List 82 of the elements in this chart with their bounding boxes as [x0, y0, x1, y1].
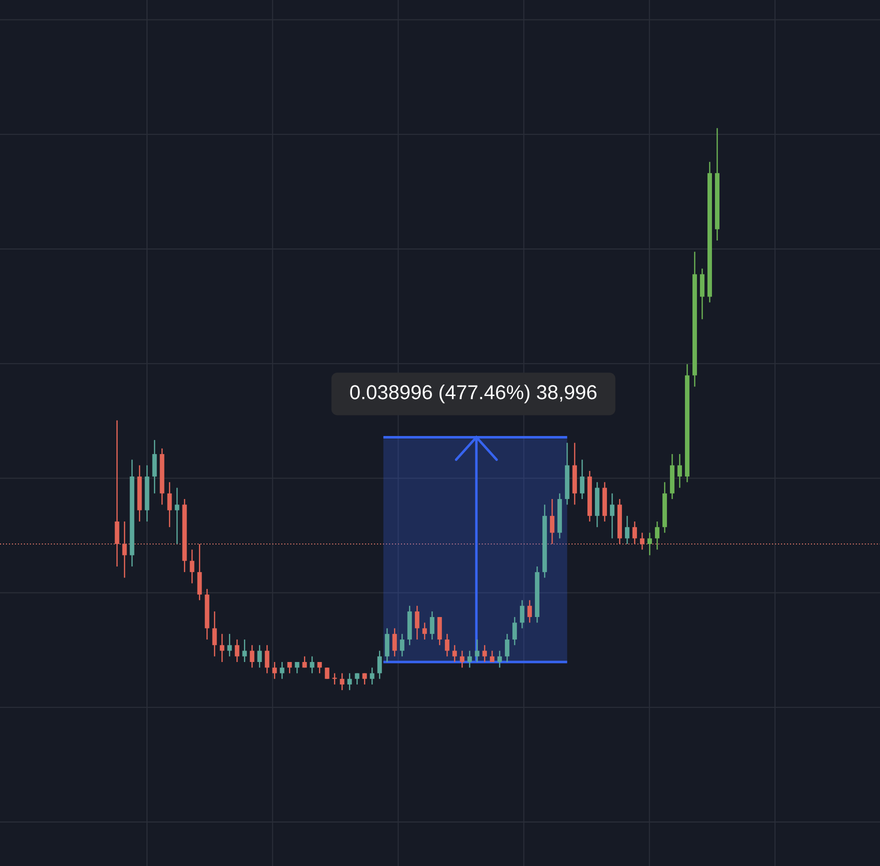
candlestick: [407, 605, 412, 646]
candlestick: [152, 439, 157, 494]
candlestick: [370, 667, 374, 686]
candlestick: [384, 628, 390, 663]
candlestick: [572, 442, 577, 506]
candlestick: [422, 622, 427, 640]
candlestick: [610, 492, 614, 539]
candlestick: [542, 504, 547, 578]
candlestick: [362, 672, 367, 686]
candlestick: [647, 532, 652, 556]
candlestick: [444, 633, 450, 657]
candlestick: [347, 672, 352, 691]
candlestick: [137, 464, 142, 522]
candlestick: [557, 492, 562, 539]
annotation: 0.038996 (477.46%) 38,996: [350, 384, 596, 404]
candlestick: [662, 482, 667, 534]
candlestick: [227, 633, 232, 657]
candlestick: [280, 661, 284, 680]
candlestick: [377, 650, 382, 680]
candlestick: [317, 661, 322, 674]
candlestick: [302, 656, 307, 668]
candlestick: [474, 638, 480, 663]
candlestick: [272, 661, 277, 680]
candlestick: [490, 650, 494, 663]
candlestick: [520, 600, 524, 629]
candlestick: [234, 638, 240, 663]
candlestick: [437, 616, 442, 646]
candlestick: [204, 588, 210, 640]
candlestick: [602, 482, 607, 522]
candlestick: [692, 251, 697, 388]
candlestick: [392, 628, 397, 657]
candlestick: [714, 128, 720, 242]
candlestick: [624, 515, 630, 545]
candlestick: [684, 364, 690, 483]
candlestick: [264, 644, 270, 674]
candlestick: [700, 268, 704, 320]
candlestick: [250, 644, 254, 668]
candlestick: [497, 650, 502, 668]
candlestick: [580, 459, 584, 500]
candlestick: [452, 644, 457, 663]
candlestick: [212, 610, 217, 657]
candlestick: [354, 672, 360, 686]
candlestick: [294, 661, 300, 674]
candlestick: [257, 644, 262, 668]
candlestick: [160, 448, 164, 506]
candlestick: [242, 638, 247, 663]
candlestick: [332, 672, 337, 686]
candlestick: [512, 616, 517, 646]
candlestick: [467, 650, 472, 668]
candlestick: [197, 543, 202, 601]
candlestick: [287, 661, 292, 674]
candlestick: [310, 656, 314, 674]
candlestick: [482, 644, 487, 663]
candlestick: [130, 459, 134, 568]
candlestick: [587, 470, 592, 522]
candlestick: [527, 600, 532, 624]
candlestick: [340, 672, 344, 691]
candlestick: [114, 420, 120, 568]
candlestick: [594, 482, 600, 528]
candlestick: [640, 532, 644, 550]
candlestick: [670, 453, 674, 500]
candlestick: [677, 453, 682, 488]
candlestick: [654, 520, 660, 550]
candlestick: [400, 633, 404, 657]
candlestick: [504, 633, 510, 663]
candlestick: [564, 442, 570, 506]
candlestick: [190, 549, 194, 584]
candlestick: [534, 566, 540, 624]
candlestick: [617, 498, 622, 545]
candlestick: [460, 650, 464, 668]
candlestick: [182, 498, 187, 573]
candlestick: [632, 520, 637, 545]
candlestick: [220, 633, 224, 663]
candlestick: [414, 605, 420, 640]
candlestick: [324, 667, 330, 680]
candlestick: [430, 610, 434, 640]
candlestick: [167, 482, 172, 528]
candlestick: [707, 161, 712, 303]
candlestick: [144, 464, 150, 522]
candlestick: [122, 520, 127, 578]
candlestick: [174, 487, 180, 545]
candlestick: [550, 498, 554, 545]
